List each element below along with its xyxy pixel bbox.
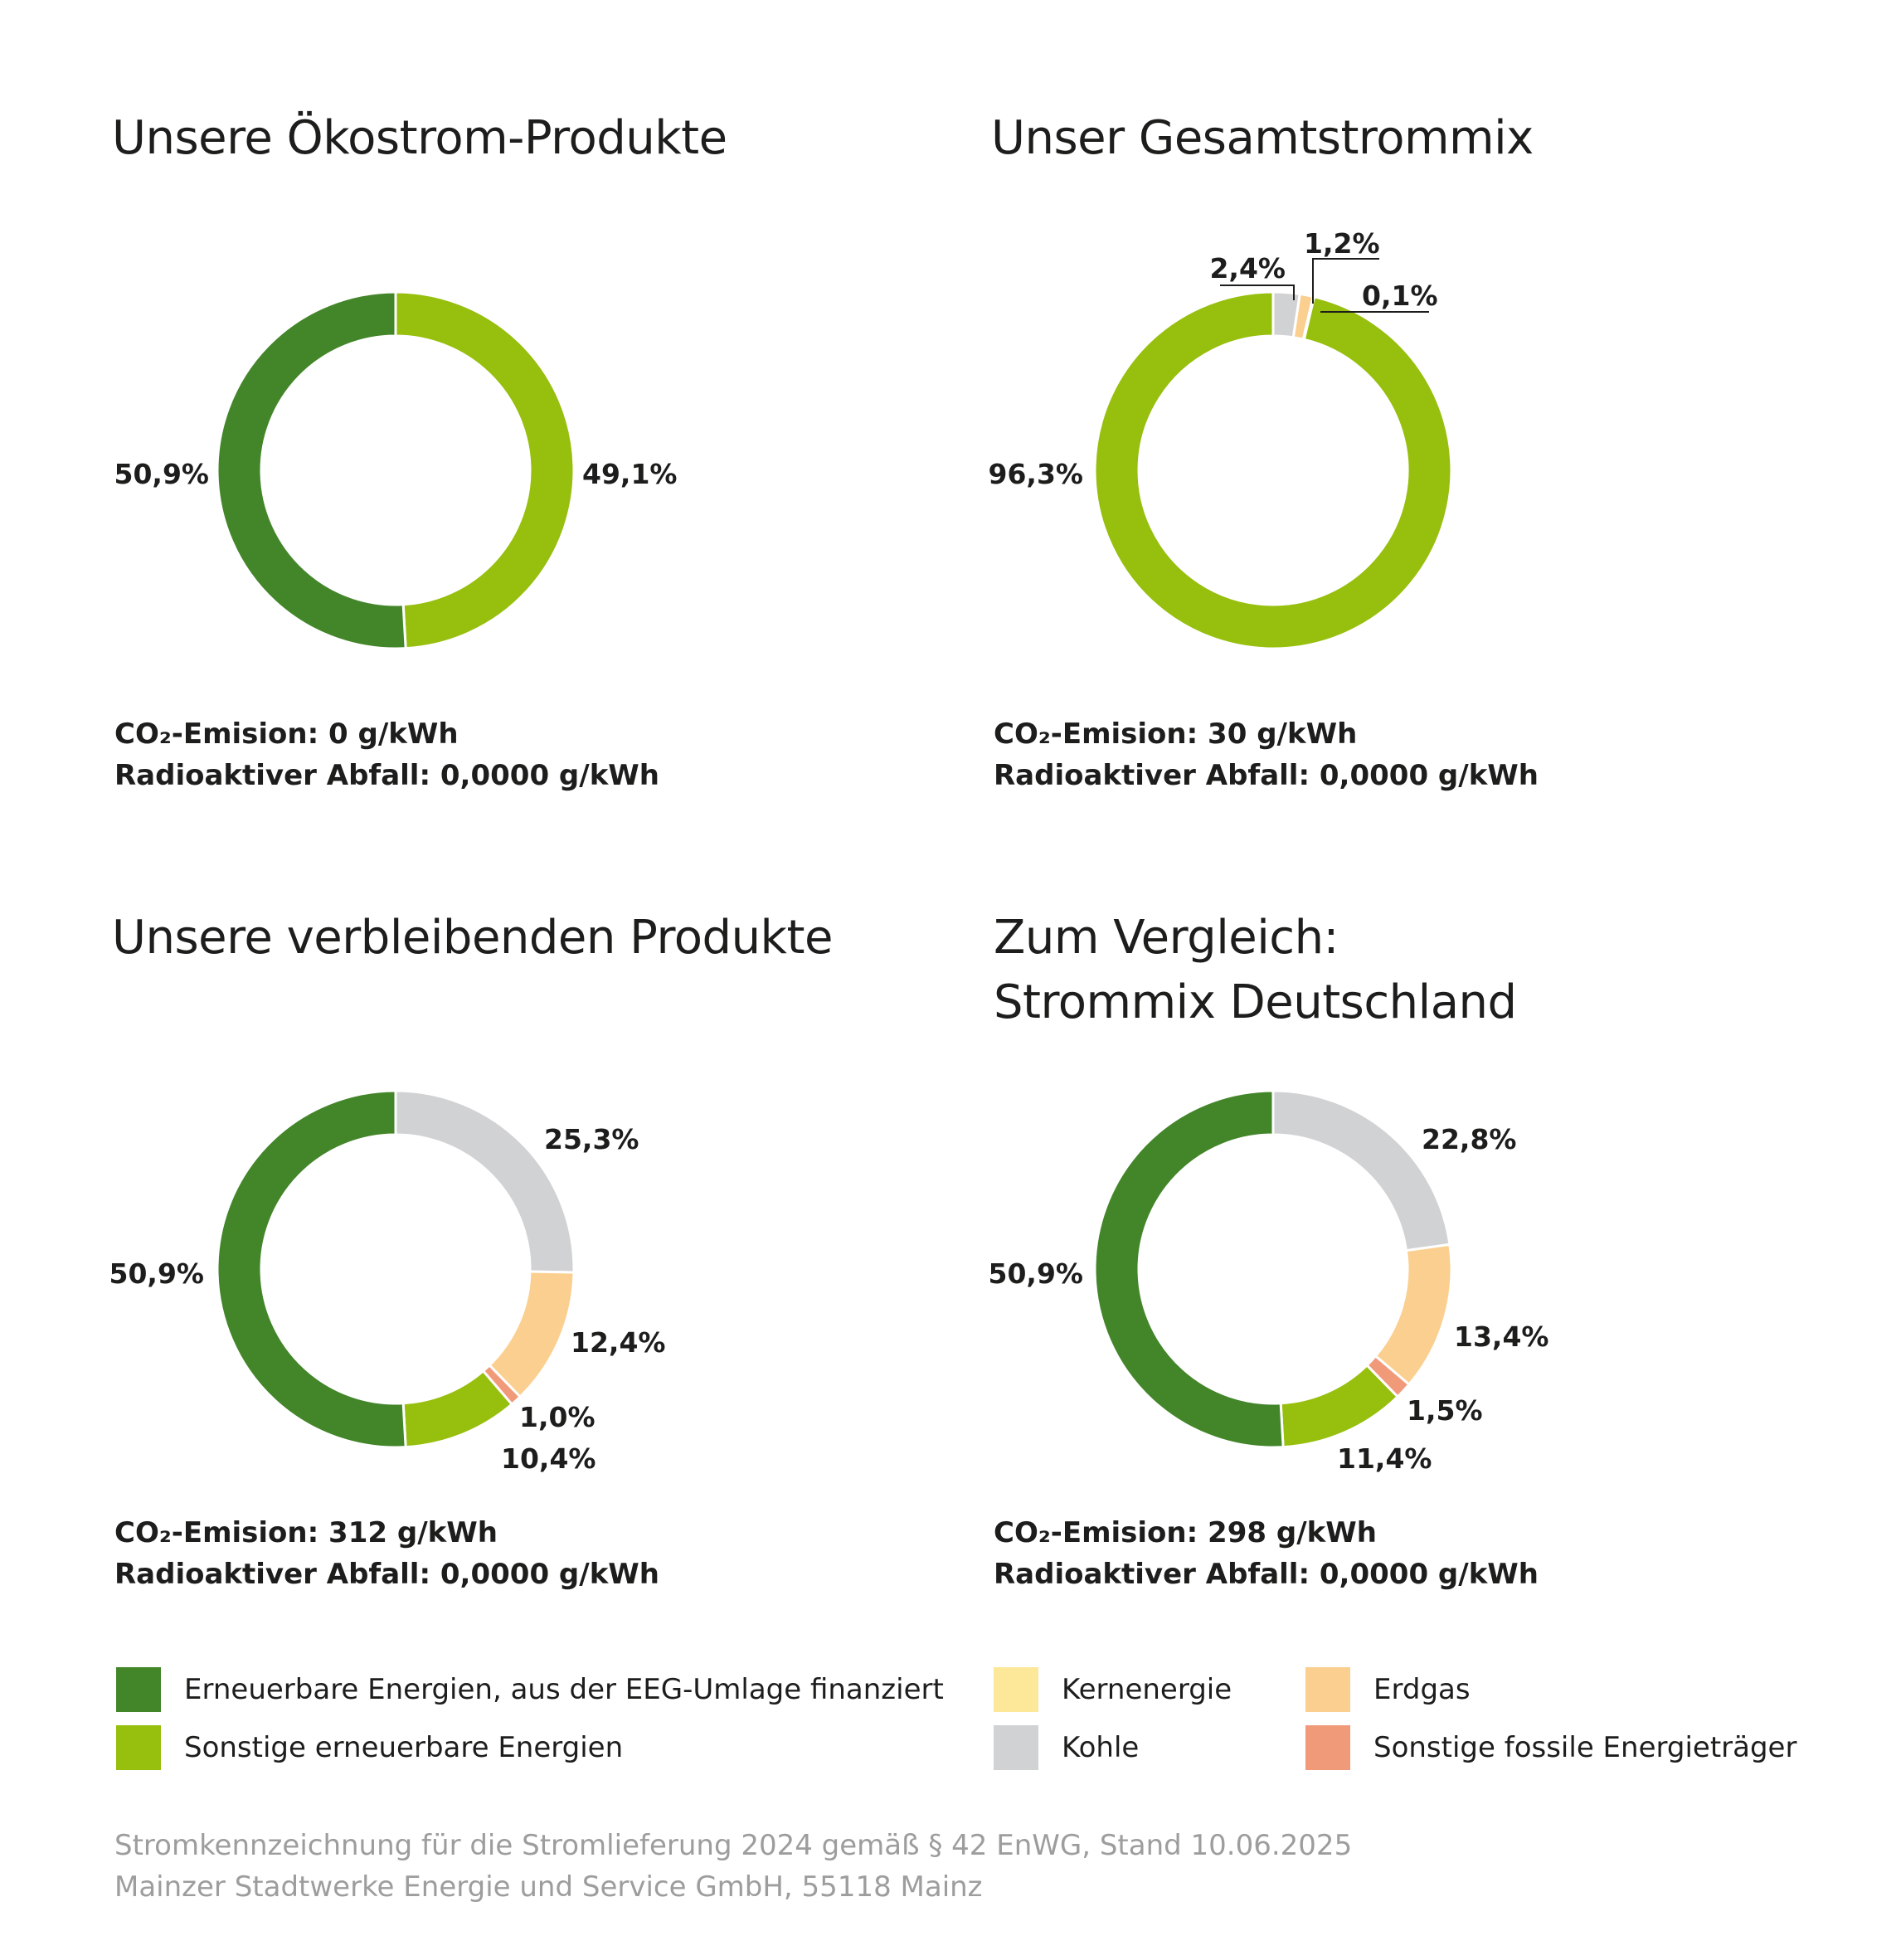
slice-label-eeg: 50,9% bbox=[989, 1257, 1084, 1290]
chart-title-verbleibende: Unsere verbleibenden Produkte bbox=[112, 911, 833, 965]
donut-slice-eeg bbox=[1093, 1089, 1285, 1449]
slice-label-kohle: 2,4% bbox=[1209, 252, 1286, 285]
legend-swatch bbox=[994, 1667, 1038, 1712]
donut-slice-eeg bbox=[216, 290, 407, 650]
legend-item-erdgas: Erdgas bbox=[1305, 1667, 1471, 1712]
legend-item-sonstige-ee: Sonstige erneuerbare Energien bbox=[116, 1725, 623, 1770]
slice-label-eeg: 50,9% bbox=[109, 1257, 205, 1290]
slice-label-kohle: 22,8% bbox=[1422, 1123, 1517, 1155]
legend-label: Sonstige erneuerbare Energien bbox=[184, 1731, 624, 1764]
leader-line bbox=[1312, 258, 1379, 304]
co2-value: CO₂-Emision: 0 g/kWh bbox=[114, 717, 459, 751]
co2-emission: CO₂-Emision: 312 g/kWh bbox=[114, 1516, 498, 1549]
chart-title-gesamtstrommix: Unser Gesamtstrommix bbox=[991, 111, 1534, 165]
donut-slice-sonstige_ee bbox=[1279, 1363, 1400, 1449]
donut-slice-kohle bbox=[394, 1089, 576, 1274]
radioactive-waste: Radioaktiver Abfall: 0,0000 g/kWh bbox=[994, 759, 1539, 792]
radioactive-waste: Radioaktiver Abfall: 0,0000 g/kWh bbox=[114, 759, 660, 792]
legend-swatch bbox=[994, 1725, 1038, 1770]
chart-title-line1: Zum Vergleich: bbox=[994, 911, 1339, 965]
stats-deutschland: CO₂-Emision: 298 g/kWh Radioaktiver Abfa… bbox=[994, 1512, 1539, 1595]
slice-label-erdgas: 12,4% bbox=[571, 1326, 666, 1359]
stats-verbleibende: CO₂-Emision: 312 g/kWh Radioaktiver Abfa… bbox=[114, 1512, 659, 1595]
donut-slice-sonstige_ee bbox=[394, 290, 576, 650]
co2-emission: CO₂-Emision: 30 g/kWh bbox=[994, 717, 1358, 751]
slice-label-fossil: 1,5% bbox=[1407, 1394, 1483, 1427]
legend-swatch bbox=[1305, 1667, 1350, 1712]
slice-label-sonstige_ee: 10,4% bbox=[501, 1442, 596, 1475]
co2-emission: CO₂-Emision: 0 g/kWh bbox=[114, 713, 659, 755]
legend-item-fossil: Sonstige fossile Energieträger bbox=[1305, 1725, 1796, 1770]
slice-label-erdgas: 1,2% bbox=[1304, 227, 1380, 260]
chart-title-deutschland: Zum Vergleich: Strommix Deutschland bbox=[994, 906, 1517, 1035]
radioactive-waste: Radioaktiver Abfall: 0,0000 g/kWh bbox=[994, 1558, 1539, 1591]
radioactive-waste: Radioaktiver Abfall: 0,0000 g/kWh bbox=[114, 1558, 660, 1591]
donut-slice-kohle bbox=[1271, 1089, 1451, 1252]
legend-label: Erneuerbare Energien, aus der EEG-Umlage… bbox=[184, 1673, 944, 1706]
slice-label-sonstige_ee: 96,3% bbox=[989, 458, 1084, 490]
legend-item-eeg: Erneuerbare Energien, aus der EEG-Umlage… bbox=[116, 1667, 944, 1712]
legend-swatch bbox=[1305, 1725, 1350, 1770]
stats-gesamtstrommix: CO₂-Emision: 30 g/kWh Radioaktiver Abfal… bbox=[994, 713, 1539, 796]
leader-line bbox=[1220, 285, 1295, 300]
slice-label-kohle: 25,3% bbox=[544, 1123, 639, 1155]
footer-line1: Stromkennzeichnung für die Stromlieferun… bbox=[114, 1829, 1353, 1862]
footer: Stromkennzeichnung für die Stromlieferun… bbox=[114, 1825, 1352, 1908]
legend-swatch bbox=[116, 1667, 161, 1712]
slice-label-sonstige_ee: 49,1% bbox=[582, 458, 678, 490]
donut-slice-erdgas bbox=[1373, 1243, 1453, 1387]
footer-line2: Mainzer Stadtwerke Energie und Service G… bbox=[114, 1870, 983, 1904]
legend-swatch bbox=[116, 1725, 161, 1770]
chart-title-line2: Strommix Deutschland bbox=[994, 975, 1517, 1029]
stats-oekostrom: CO₂-Emision: 0 g/kWh Radioaktiver Abfall… bbox=[114, 713, 659, 796]
slice-label-fossil: 1,0% bbox=[519, 1401, 596, 1433]
co2-emission: CO₂-Emision: 298 g/kWh bbox=[994, 1516, 1377, 1549]
legend-item-kohle: Kohle bbox=[994, 1725, 1139, 1770]
legend-label: Kohle bbox=[1062, 1731, 1140, 1764]
chart-title-oekostrom: Unsere Ökostrom-Produkte bbox=[112, 111, 727, 165]
slice-label-erdgas: 13,4% bbox=[1454, 1320, 1549, 1353]
slice-label-eeg: 50,9% bbox=[114, 458, 210, 490]
legend-label: Kernenergie bbox=[1062, 1673, 1232, 1706]
legend-label: Sonstige fossile Energieträger bbox=[1373, 1731, 1797, 1764]
slice-label-fossil: 0,1% bbox=[1362, 280, 1438, 312]
donut-slice-sonstige_ee bbox=[1093, 290, 1453, 650]
legend-item-kern: Kernenergie bbox=[994, 1667, 1232, 1712]
slice-label-sonstige_ee: 11,4% bbox=[1337, 1442, 1432, 1475]
donut-slice-eeg bbox=[216, 1089, 407, 1449]
legend-label: Erdgas bbox=[1373, 1673, 1471, 1706]
